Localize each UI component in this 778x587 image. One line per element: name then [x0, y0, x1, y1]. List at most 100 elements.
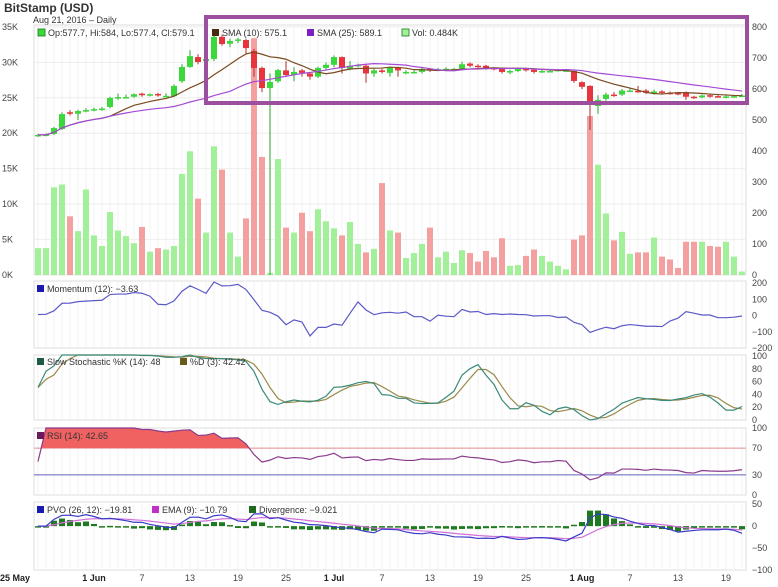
volume-bar: [723, 241, 729, 275]
divergence-bar: [115, 526, 121, 528]
stoch-axis-label: 20: [752, 402, 762, 412]
divergence-bar: [395, 526, 401, 528]
momentum-axis-label: −100: [752, 327, 772, 337]
candle-body: [363, 65, 369, 74]
candle-body: [499, 68, 505, 72]
legends: Op:577.7, Hi:584, Lo:577.4, Cl:579.1 SMA…: [37, 28, 458, 515]
divergence-bar: [243, 526, 249, 529]
divergence-bar: [443, 526, 449, 529]
divergence-bar: [219, 522, 225, 527]
x-axis-label: 19: [721, 573, 731, 583]
candle-body: [147, 94, 153, 96]
x-axis-label: 25: [521, 573, 531, 583]
divergence-bar: [211, 522, 217, 527]
volume-bar: [451, 262, 457, 275]
divergence-bar: [267, 526, 273, 528]
stoch-axis-label: 0: [752, 415, 757, 425]
volume-bar: [427, 227, 433, 275]
volume-bar: [59, 184, 65, 275]
chart-marks: [34, 34, 746, 542]
pvo-axis-label: 50: [752, 499, 762, 509]
divergence-bar: [451, 526, 457, 530]
stoch-k-legend-swatch: [37, 358, 44, 365]
price-axis-label: 0: [752, 270, 757, 280]
rsi-axis-label: 0: [752, 490, 757, 500]
candle-body: [731, 96, 737, 98]
divergence-bar: [275, 526, 281, 528]
divergence-bar: [123, 526, 129, 528]
volume-bar: [163, 249, 169, 275]
divergence-bar: [579, 521, 585, 527]
x-axis-label: 25 May: [0, 573, 30, 583]
volume-bar: [587, 115, 593, 275]
volume-axis-label: 20K: [2, 128, 18, 138]
x-axis-label: 13: [673, 573, 683, 583]
volume-bar: [219, 169, 225, 275]
volume-bar: [211, 146, 217, 275]
pvo-axis-label: −100: [752, 565, 772, 575]
axes: 35K30K25K20K15K10K5K0K800700600500400300…: [0, 22, 772, 583]
candle-body: [395, 67, 401, 71]
divergence-bar: [387, 526, 393, 528]
sma25-legend: SMA (25): 589.1: [317, 28, 382, 38]
divergence-legend-swatch: [249, 506, 256, 513]
candle-body: [651, 91, 657, 94]
candle-body: [523, 68, 529, 71]
volume-bar: [611, 240, 617, 275]
vol-legend: Vol: 0.484K: [412, 28, 458, 38]
volume-bar: [147, 251, 153, 275]
candle-body: [547, 71, 553, 73]
candle-body: [411, 71, 417, 74]
momentum-axis-label: 200: [752, 278, 767, 288]
candle-body: [179, 66, 185, 82]
chart-subtitle: Aug 21, 2016 – Daily: [33, 15, 117, 25]
price-axis-label: 200: [752, 208, 767, 218]
rsi-axis-label: 30: [752, 470, 762, 480]
pvo-ema-legend-swatch: [152, 506, 159, 513]
divergence-bar: [643, 526, 649, 528]
divergence-bar: [283, 526, 289, 528]
candle-body: [163, 95, 169, 98]
candle-body: [571, 71, 577, 81]
candle-body: [627, 90, 633, 93]
candle-body: [211, 36, 217, 59]
candle-body: [123, 97, 129, 99]
sma25-legend-swatch: [307, 29, 314, 36]
candle-body: [467, 63, 473, 66]
volume-axis-label: 10K: [2, 199, 18, 209]
volume-bar: [67, 216, 73, 275]
divergence-bar: [83, 521, 89, 527]
volume-bar: [387, 230, 393, 275]
rsi-legend: RSI (14): 42.65: [47, 431, 108, 441]
x-axis-label: 1 Jul: [324, 573, 345, 583]
x-axis-label: 13: [185, 573, 195, 583]
stoch-d-legend: %D (3): 42.42: [190, 357, 246, 367]
divergence-bar: [299, 526, 305, 530]
divergence-bar: [379, 526, 385, 528]
divergence-bar: [403, 526, 409, 529]
rsi-line: [37, 427, 743, 481]
candle-body: [539, 71, 545, 73]
volume-bar: [251, 38, 257, 275]
divergence-bar: [131, 526, 137, 529]
volume-bar: [491, 257, 497, 275]
candle-body: [259, 67, 265, 89]
divergence-bar: [715, 526, 721, 528]
volume-bar: [411, 253, 417, 275]
divergence-bar: [651, 526, 657, 528]
volume-bar: [531, 249, 537, 275]
price-axis-label: 600: [752, 84, 767, 94]
candle-body: [675, 93, 681, 95]
rsi-axis-label: 100: [752, 423, 767, 433]
candle-body: [323, 64, 329, 68]
volume-bar: [707, 246, 713, 275]
divergence-bar: [635, 526, 641, 528]
volume-bar: [179, 173, 185, 275]
volume-bar: [563, 269, 569, 275]
divergence-bar: [571, 524, 577, 527]
candle-body: [155, 93, 161, 96]
candle-body: [723, 96, 729, 98]
volume-bar: [107, 212, 113, 275]
pvo-ema-line: [38, 516, 743, 540]
momentum-axis-label: 0: [752, 311, 757, 321]
